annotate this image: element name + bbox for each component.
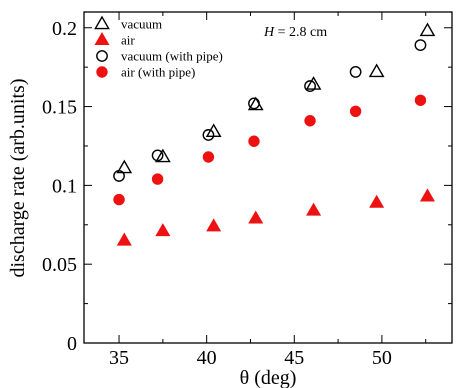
height-annotation: H = 2.8 cm [263, 25, 327, 40]
x-tick-label: 40 [197, 347, 217, 369]
air-point [248, 210, 264, 224]
vacuum-with-pipe-point [202, 129, 215, 141]
vacuum-with-pipe-point [113, 170, 125, 182]
air-point [369, 194, 385, 208]
legend-label-air-with-pipe: air (with pipe) [121, 65, 195, 80]
vacuum-point [305, 76, 322, 90]
air-point [206, 218, 222, 232]
y-axis-title: discharge rate (arb.units) [7, 79, 29, 278]
legend-label-vacuum-with-pipe: vacuum (with pipe) [121, 49, 223, 64]
air-with-pipe-point [414, 94, 427, 106]
x-axis-title: θ (deg) [240, 367, 297, 388]
legend-label-vacuum: vacuum [121, 17, 162, 32]
x-tick-label: 50 [372, 347, 392, 369]
legend-marker-air-with-pipe [96, 66, 108, 78]
vacuum-with-pipe-point [414, 39, 427, 51]
air-with-pipe-point [248, 135, 260, 147]
vacuum-point [419, 22, 436, 37]
air-point [116, 232, 132, 246]
legend-marker-vacuum-with-pipe [96, 50, 108, 62]
legend-label-air: air [121, 33, 135, 48]
x-tick-label: 45 [284, 347, 304, 369]
vacuum-point [116, 159, 133, 174]
vacuum-with-pipe-point [151, 149, 164, 162]
plot-frame [83, 11, 453, 344]
vacuum-with-pipe-point [304, 80, 316, 92]
air-with-pipe-point [349, 105, 362, 118]
height-annotation-value: = 2.8 cm [274, 25, 327, 40]
vacuum-point [368, 63, 385, 78]
data-markers [113, 22, 436, 246]
y-tick-label: 0.05 [42, 254, 77, 276]
y-tick-label: 0.15 [42, 97, 77, 119]
air-with-pipe-point [202, 151, 215, 163]
y-tick-label: 0 [67, 333, 77, 355]
air-with-pipe-point [151, 173, 164, 185]
height-annotation-symbol: H [263, 25, 275, 40]
vacuum-with-pipe-point [349, 65, 362, 78]
vacuum-with-pipe-point [248, 97, 260, 110]
tick-labels: 35 40 45 50 0 0.05 0.1 0.15 0.2 [42, 18, 392, 369]
air-point [419, 188, 435, 202]
y-tick-label: 0.1 [52, 175, 77, 197]
air-with-pipe-point [304, 115, 316, 127]
air-with-pipe-point [113, 193, 125, 206]
legend-marker-vacuum [94, 15, 110, 30]
x-tick-label: 35 [109, 347, 129, 369]
y-tick-label: 0.2 [52, 18, 77, 40]
legend-marker-air [94, 31, 110, 46]
air-point [306, 202, 322, 216]
vacuum-point [154, 148, 171, 163]
air-point [155, 223, 171, 237]
axis-ticks [84, 12, 452, 344]
